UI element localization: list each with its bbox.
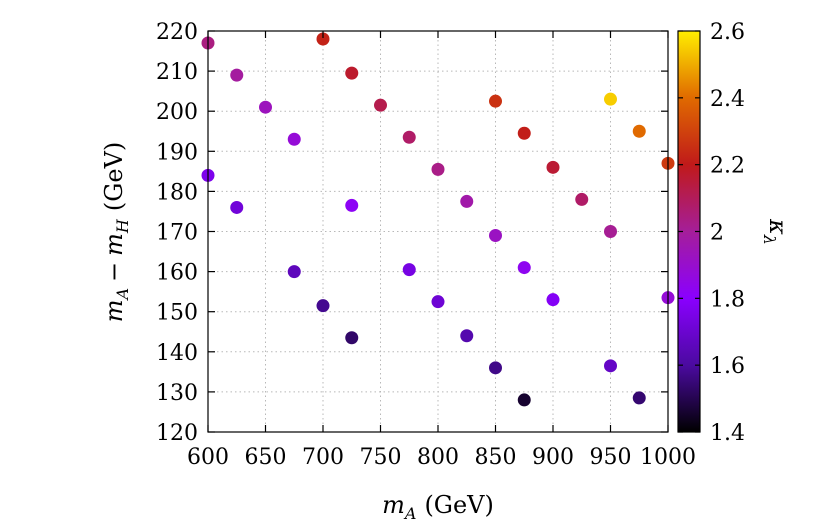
data-point xyxy=(575,192,589,206)
x-tick-labels: 600 650 700 750 800 850 900 950 1000 xyxy=(187,445,696,470)
data-point xyxy=(489,229,502,243)
data-point xyxy=(374,98,387,112)
y-axis-label-b-sub: H xyxy=(113,218,132,234)
data-point xyxy=(632,391,646,405)
y-tick-label: 220 xyxy=(156,20,198,45)
colorbar-label-sub: λ xyxy=(760,234,779,245)
y-tick-label: 160 xyxy=(156,261,198,286)
data-point xyxy=(345,198,359,212)
y-tick-label: 170 xyxy=(156,221,198,246)
y-tick-label: 120 xyxy=(156,421,198,446)
data-point xyxy=(316,32,330,46)
data-point xyxy=(431,162,445,176)
colorbar-label-symbol: κ xyxy=(764,218,792,235)
colorbar-tick-label: 2.4 xyxy=(710,87,745,112)
data-point xyxy=(460,194,474,208)
axis-ticks xyxy=(207,30,669,433)
data-point xyxy=(604,225,617,238)
colorbar-label: κλ xyxy=(760,218,792,245)
data-point xyxy=(345,66,359,80)
colorbar-tick-labels: 1.4 1.6 1.8 2 2.2 2.4 2.6 xyxy=(710,20,745,446)
data-point xyxy=(402,263,416,277)
data-point xyxy=(546,293,560,307)
grid-lines xyxy=(208,31,668,432)
data-point xyxy=(287,132,301,146)
data-point xyxy=(517,126,531,140)
y-tick-label: 190 xyxy=(156,140,198,165)
y-tick-label: 140 xyxy=(156,341,198,366)
y-axis-label-a-sub: A xyxy=(113,288,132,302)
data-point xyxy=(604,92,617,106)
x-tick-label: 700 xyxy=(302,445,344,470)
data-point xyxy=(604,359,617,373)
x-tick-label: 850 xyxy=(475,445,517,470)
colorbar-tick-label: 2 xyxy=(710,221,724,246)
data-point xyxy=(259,100,272,114)
x-tick-label: 900 xyxy=(532,445,574,470)
data-point xyxy=(431,295,445,309)
data-point xyxy=(345,331,359,345)
colorbar-tick-label: 1.4 xyxy=(710,421,745,446)
colorbar-ticks xyxy=(678,30,700,433)
x-axis-label-var: m xyxy=(382,491,405,519)
y-tick-labels: 120 130 140 150 160 170 180 190 200 210 220 xyxy=(156,20,198,446)
y-axis-label-op: − xyxy=(100,262,128,282)
x-tick-label: 650 xyxy=(245,445,287,470)
data-point xyxy=(316,299,330,313)
data-points xyxy=(201,32,675,407)
data-point xyxy=(517,261,531,275)
data-point xyxy=(489,94,502,108)
data-point xyxy=(460,329,474,343)
data-point xyxy=(230,200,244,214)
x-tick-label: 750 xyxy=(360,445,402,470)
y-tick-label: 150 xyxy=(156,301,198,326)
y-axis-label-b: m xyxy=(100,233,128,256)
y-tick-label: 130 xyxy=(156,381,198,406)
colorbar-tick-label: 1.6 xyxy=(710,354,745,379)
x-axis-label-sub: A xyxy=(403,504,417,523)
y-axis-label-unit: (GeV) xyxy=(100,142,128,211)
data-point xyxy=(230,68,244,82)
y-axis-label: mA−mH(GeV) xyxy=(100,142,132,323)
y-tick-label: 210 xyxy=(156,60,198,85)
data-point xyxy=(517,393,531,407)
x-tick-label: 1000 xyxy=(640,445,696,470)
data-point xyxy=(546,160,560,174)
colorbar-tick-label: 1.8 xyxy=(710,287,745,312)
colorbar-tick-label: 2.6 xyxy=(710,20,745,45)
x-tick-label: 800 xyxy=(417,445,459,470)
data-point xyxy=(489,361,502,375)
x-tick-label: 600 xyxy=(187,445,229,470)
y-tick-label: 200 xyxy=(156,100,198,125)
data-point xyxy=(402,130,416,144)
y-tick-label: 180 xyxy=(156,180,198,205)
x-axis-label: mA (GeV) xyxy=(382,491,494,523)
x-tick-label: 950 xyxy=(590,445,632,470)
data-point xyxy=(287,265,301,279)
colorbar-tick-label: 2.2 xyxy=(710,154,745,179)
x-axis-label-unit: (GeV) xyxy=(424,491,493,519)
y-axis-label-a: m xyxy=(100,300,128,323)
data-point xyxy=(632,124,646,138)
